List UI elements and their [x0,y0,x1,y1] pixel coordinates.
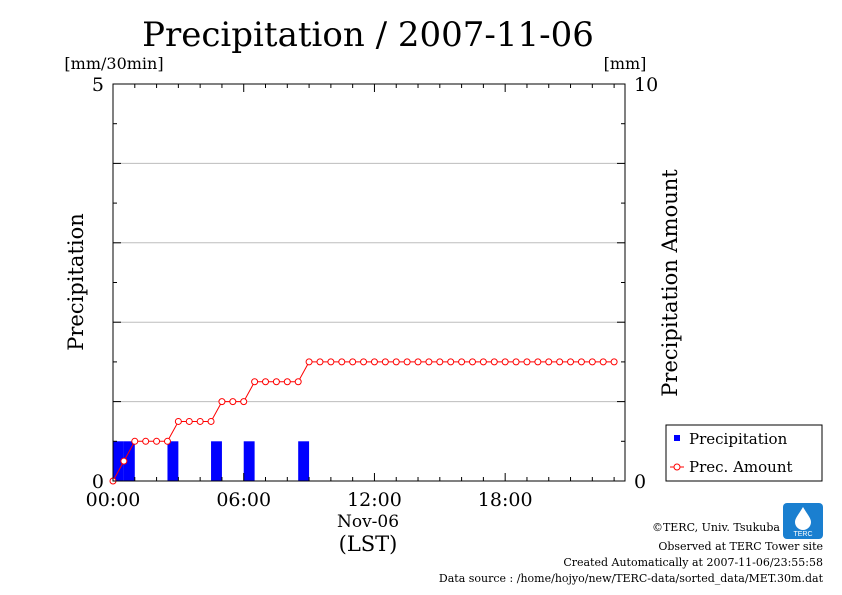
amount-point [403,358,411,366]
amount-point [131,437,139,445]
amount-point [142,437,150,445]
amount-point [599,358,607,366]
amount-point [534,358,542,366]
x-tick-label: 06:00 [216,489,271,511]
drop-icon [795,507,811,530]
legend: Precipitation Prec. Amount [665,424,823,482]
amount-point [294,378,302,386]
footer-observed: Observed at TERC Tower site [658,540,823,553]
amount-point [262,378,270,386]
amount-point [610,358,618,366]
amount-point [305,358,313,366]
legend-box [665,424,823,482]
amount-point [381,358,389,366]
precipitation-bar [243,441,255,481]
grid-layer [113,162,625,403]
right-tick-label: 0 [634,471,646,493]
footer-created: Created Automatically at 2007-11-06/23:5… [563,556,823,569]
amount-point [501,358,509,366]
footer-copyright: ©TERC, Univ. Tsukuba [652,521,780,534]
x-date-label: Nov-06 [337,512,399,532]
amount-point [512,358,520,366]
amount-point [349,358,357,366]
right-axis-title: Precipitation Amount [658,169,682,397]
amount-point [153,437,161,445]
amount-point [218,398,226,406]
amount-point [196,417,204,425]
terc-logo: TERC [783,503,823,539]
amount-point [283,378,291,386]
amount-point [523,358,531,366]
x-axis-title: (LST) [339,532,398,556]
logo-text: TERC [793,531,812,538]
chart-title: Precipitation / 2007-11-06 [142,15,594,55]
amount-point [577,358,585,366]
amount-point [360,358,368,366]
footer-source: Data source : /home/hojyo/new/TERC-data/… [439,572,824,585]
tick-layer: 0 5 0 10 00:00 06:00 12:00 18:00 [86,74,659,511]
amount-point [458,358,466,366]
x-tick-label: 12:00 [347,489,402,511]
legend-bar-swatch [674,435,680,441]
amount-point [545,358,553,366]
precipitation-bar [298,441,310,481]
amount-point [240,398,248,406]
amount-point [425,358,433,366]
left-tick-label: 0 [92,471,104,493]
amount-point [229,398,237,406]
amount-point [207,417,215,425]
amount-point [556,358,564,366]
amount-point [120,457,128,465]
left-tick-label: 5 [92,74,104,96]
amount-point [468,358,476,366]
right-unit-label: [mm] [604,54,647,73]
amount-point [414,358,422,366]
bar-layer [113,441,310,481]
amount-point [272,378,280,386]
legend-marker-swatch [673,463,681,471]
amount-point [316,358,324,366]
legend-label-precipitation: Precipitation [689,430,788,448]
amount-point [174,417,182,425]
line-layer [109,358,618,485]
precipitation-bar [211,441,222,481]
amount-point [163,437,171,445]
amount-point [567,358,575,366]
amount-point [185,417,193,425]
precipitation-bar [123,441,135,481]
amount-point [338,358,346,366]
amount-point [392,358,400,366]
left-axis-title: Precipitation [64,213,88,351]
amount-point [479,358,487,366]
amount-point [251,378,259,386]
left-unit-label: [mm/30min] [64,54,163,73]
amount-point [490,358,498,366]
amount-point [370,358,378,366]
amount-point [327,358,335,366]
right-tick-label: 10 [634,74,658,96]
amount-point [447,358,455,366]
precipitation-bar [167,441,179,481]
amount-point [588,358,596,366]
precipitation-bar [113,441,124,481]
legend-label-amount: Prec. Amount [689,458,793,476]
amount-point [436,358,444,366]
x-tick-label: 00:00 [86,489,141,511]
x-tick-label: 18:00 [478,489,533,511]
